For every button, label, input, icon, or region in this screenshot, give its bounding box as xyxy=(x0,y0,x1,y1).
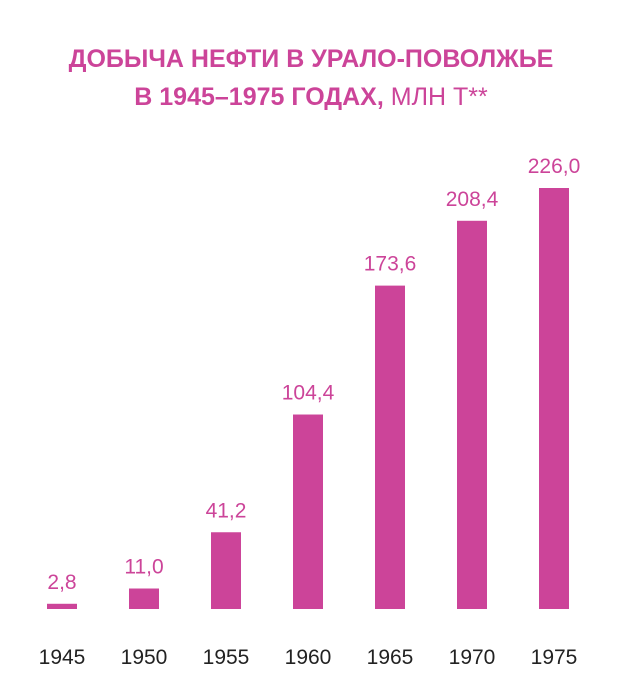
bar-1965 xyxy=(375,285,405,609)
value-label-1970: 208,4 xyxy=(446,188,499,211)
x-tick-label-1970: 1970 xyxy=(449,646,496,669)
x-tick-label-1965: 1965 xyxy=(367,646,414,669)
bar-1975 xyxy=(539,188,569,609)
x-tick-label-1975: 1975 xyxy=(531,646,578,669)
x-tick-label-1955: 1955 xyxy=(203,646,250,669)
chart-title-line-1: ДОБЫЧА НЕФТИ В УРАЛО-ПОВОЛЖЬЕ xyxy=(68,45,554,73)
chart-unit: МЛН Т** xyxy=(390,83,488,111)
bar-1945 xyxy=(47,603,77,609)
bar-1950 xyxy=(129,588,159,609)
value-label-1960: 104,4 xyxy=(282,382,335,405)
value-label-1975: 226,0 xyxy=(528,155,581,178)
x-tick-label-1950: 1950 xyxy=(121,646,168,669)
value-label-1950: 11,0 xyxy=(124,556,163,579)
chart-title-years: В 1945–1975 ГОДАХ, xyxy=(134,83,384,111)
chart-title: ДОБЫЧА НЕФТИ В УРАЛО-ПОВОЛЖЬЕ В 1945–197… xyxy=(0,40,622,116)
value-label-1955: 41,2 xyxy=(206,499,247,522)
value-label-1945: 2,8 xyxy=(47,571,76,594)
x-tick-label-1960: 1960 xyxy=(285,646,332,669)
bar-1970 xyxy=(457,220,487,610)
value-label-1965: 173,6 xyxy=(364,253,417,276)
bar-1960 xyxy=(293,414,323,609)
x-tick-label-1945: 1945 xyxy=(39,646,86,669)
chart-title-line-2: В 1945–1975 ГОДАХ, МЛН Т** xyxy=(0,78,622,116)
bar-1955 xyxy=(211,532,241,609)
